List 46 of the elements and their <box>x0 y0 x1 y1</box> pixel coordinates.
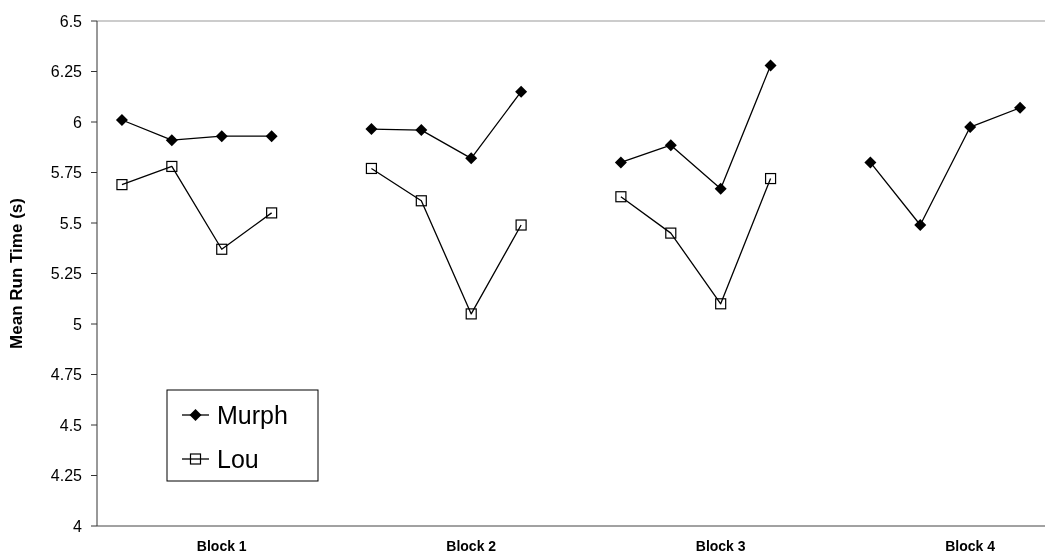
point <box>714 182 727 195</box>
point <box>764 172 777 185</box>
y-tick-label: 4.25 <box>50 467 83 485</box>
legend-label: Lou <box>217 445 259 473</box>
point <box>116 179 128 191</box>
y-tick-label: 5.75 <box>50 164 83 182</box>
x-tick-label: Block 2 <box>446 538 497 554</box>
point <box>864 156 877 169</box>
point <box>266 207 278 219</box>
point <box>914 219 927 232</box>
y-tick-label: 5.25 <box>50 265 83 283</box>
point <box>665 227 677 239</box>
y-axis-title: Mean Run Time (s) <box>7 198 26 349</box>
y-tick-label: 5.5 <box>59 214 83 232</box>
point <box>216 243 228 255</box>
point <box>614 156 627 169</box>
y-tick-label: 6.25 <box>50 63 83 81</box>
y-tick-label: 5 <box>73 315 83 333</box>
point <box>115 113 128 126</box>
point <box>1014 101 1027 114</box>
point <box>215 130 228 143</box>
y-tick-label: 4 <box>73 517 83 535</box>
point <box>465 308 477 320</box>
y-tick-label: 4.75 <box>50 366 83 384</box>
y-tick-label: 6.5 <box>59 12 83 30</box>
point <box>515 219 527 231</box>
y-tick-label: 4.5 <box>59 416 83 434</box>
point <box>465 152 478 165</box>
point <box>615 191 627 203</box>
y-tick-label: 6 <box>73 113 83 131</box>
point <box>664 139 677 152</box>
point <box>964 121 977 134</box>
point <box>415 195 427 207</box>
legend-label: Murph <box>217 401 288 429</box>
point <box>265 130 278 143</box>
point <box>165 134 178 147</box>
point <box>365 123 378 136</box>
x-tick-label: Block 3 <box>695 538 746 554</box>
point <box>715 298 727 310</box>
point <box>166 160 178 173</box>
x-tick-label: Block 4 <box>945 538 996 554</box>
point <box>764 59 777 72</box>
point <box>515 85 528 98</box>
x-tick-label: Block 1 <box>196 538 247 554</box>
point <box>365 162 378 175</box>
point <box>415 124 428 137</box>
